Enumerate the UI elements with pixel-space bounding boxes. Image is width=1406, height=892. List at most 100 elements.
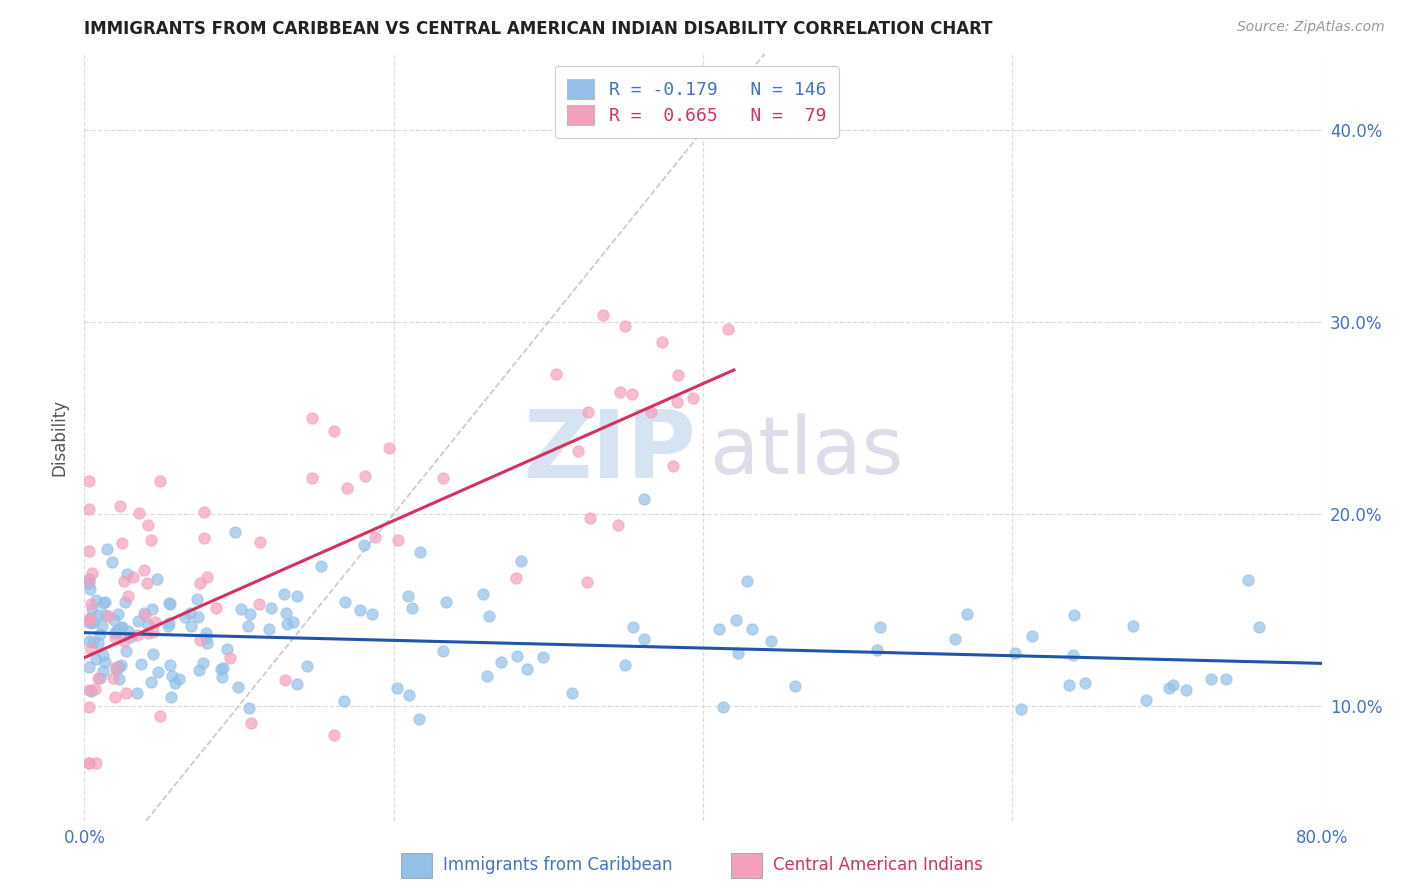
Point: [142, 647, 165, 661]
Point: [136, 626, 159, 640]
Point: [111, 536, 134, 550]
Point: [516, 662, 538, 676]
Point: [108, 660, 131, 674]
Point: [103, 631, 125, 645]
Point: [77, 572, 100, 586]
Point: [409, 545, 432, 559]
Point: [301, 410, 323, 425]
Point: [333, 595, 356, 609]
Point: [77, 474, 100, 488]
Text: IMMIGRANTS FROM CARIBBEAN VS CENTRAL AMERICAN INDIAN DISABILITY CORRELATION CHAR: IMMIGRANTS FROM CARIBBEAN VS CENTRAL AME…: [84, 21, 993, 38]
Point: [115, 686, 138, 700]
Point: [561, 686, 583, 700]
Point: [226, 680, 249, 694]
Point: [1057, 677, 1080, 691]
Point: [238, 701, 260, 715]
Point: [157, 616, 180, 631]
Point: [79, 611, 101, 625]
Point: [323, 728, 346, 742]
Point: [567, 444, 589, 458]
Point: [90, 619, 112, 633]
Point: [193, 531, 215, 545]
Point: [114, 644, 136, 658]
Point: [866, 643, 889, 657]
Point: [163, 675, 186, 690]
Text: Central American Indians: Central American Indians: [773, 856, 983, 874]
Point: [135, 575, 157, 590]
Point: [945, 632, 967, 646]
Point: [217, 641, 239, 656]
Point: [180, 619, 202, 633]
Point: [1237, 573, 1260, 587]
Point: [1010, 702, 1032, 716]
Point: [156, 619, 179, 633]
Point: [1122, 619, 1144, 633]
Point: [82, 635, 104, 649]
Point: [179, 607, 201, 621]
Point: [869, 620, 891, 634]
Point: [145, 615, 167, 629]
Point: [505, 648, 527, 663]
Point: [633, 491, 655, 506]
Point: [194, 626, 217, 640]
Point: [77, 682, 100, 697]
Point: [77, 501, 100, 516]
Point: [122, 570, 145, 584]
Point: [361, 607, 384, 621]
Point: [609, 385, 631, 400]
Point: [110, 621, 132, 635]
Point: [387, 533, 409, 548]
Point: [93, 655, 115, 669]
Point: [709, 622, 731, 636]
Point: [159, 658, 181, 673]
Text: Source: ZipAtlas.com: Source: ZipAtlas.com: [1237, 20, 1385, 34]
Point: [224, 525, 246, 540]
Point: [103, 671, 125, 685]
Point: [94, 607, 117, 622]
Point: [614, 657, 637, 672]
Point: [77, 573, 100, 587]
Point: [115, 567, 138, 582]
Point: [335, 481, 357, 495]
Point: [349, 602, 371, 616]
Point: [84, 682, 107, 697]
Point: [478, 609, 501, 624]
Point: [231, 602, 253, 616]
Point: [127, 614, 149, 628]
Point: [91, 596, 114, 610]
Point: [125, 686, 148, 700]
Point: [1247, 619, 1270, 633]
Point: [576, 405, 599, 419]
Point: [188, 576, 211, 591]
Point: [1135, 693, 1157, 707]
Point: [91, 664, 114, 678]
Point: [274, 673, 297, 687]
Point: [204, 601, 226, 615]
Point: [607, 518, 630, 533]
Point: [727, 646, 749, 660]
Point: [80, 602, 103, 616]
Point: [398, 688, 420, 702]
Point: [149, 475, 172, 489]
Point: [239, 715, 262, 730]
Point: [103, 613, 125, 627]
Point: [118, 630, 141, 644]
Point: [94, 595, 117, 609]
Point: [364, 530, 387, 544]
Point: [353, 538, 375, 552]
Point: [79, 611, 101, 625]
Point: [434, 595, 457, 609]
Point: [174, 610, 197, 624]
Point: [322, 424, 344, 438]
Point: [193, 505, 215, 519]
Point: [785, 679, 807, 693]
Point: [274, 607, 297, 621]
Point: [621, 620, 644, 634]
Point: [247, 597, 270, 611]
Point: [111, 620, 134, 634]
Point: [80, 642, 103, 657]
Point: [491, 655, 513, 669]
Point: [91, 648, 114, 662]
Point: [80, 684, 103, 698]
Point: [257, 622, 280, 636]
